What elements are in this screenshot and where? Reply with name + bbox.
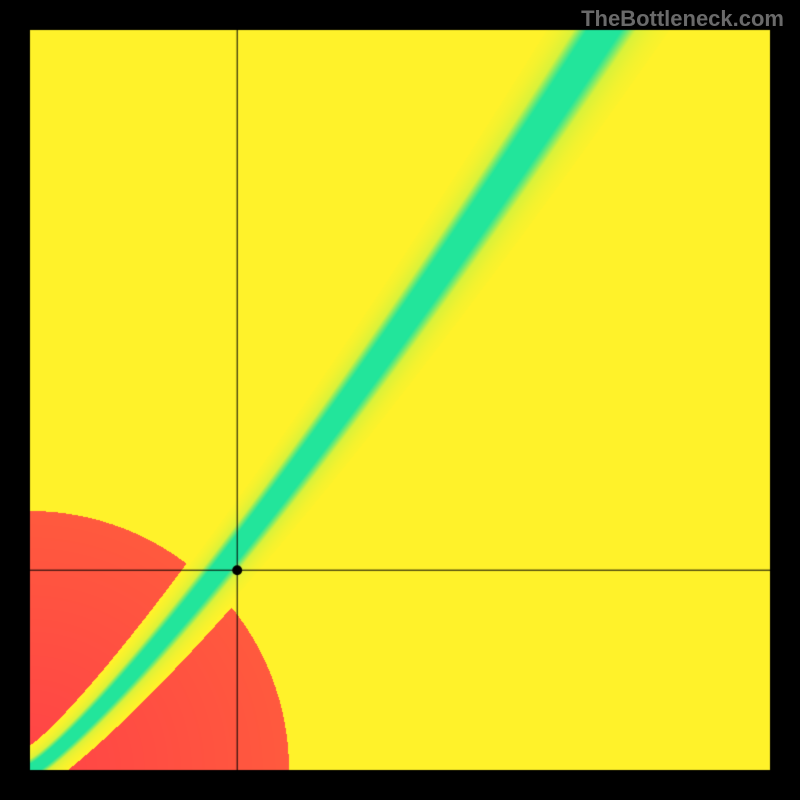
chart-container: TheBottleneck.com <box>0 0 800 800</box>
watermark-text: TheBottleneck.com <box>581 6 784 32</box>
bottleneck-heatmap <box>0 0 800 800</box>
